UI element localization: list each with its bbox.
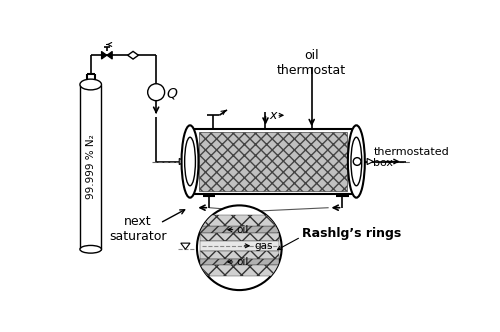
Bar (200, 233, 278, 241)
Bar (200, 241, 278, 251)
Bar (200, 132, 347, 191)
Text: oil
thermostat: oil thermostat (277, 49, 346, 77)
Bar (200, 226, 278, 233)
Ellipse shape (348, 125, 365, 198)
Ellipse shape (80, 245, 102, 253)
Bar (80, 85, 102, 249)
Text: oil: oil (236, 225, 248, 235)
Text: gas: gas (254, 241, 272, 251)
Text: Rashlg’s rings: Rashlg’s rings (302, 227, 402, 240)
Text: oil: oil (236, 257, 248, 267)
Text: next
saturator: next saturator (109, 215, 166, 243)
Polygon shape (179, 158, 186, 165)
Circle shape (197, 206, 281, 290)
Polygon shape (128, 51, 138, 59)
Bar (190, 129, 356, 194)
Polygon shape (102, 51, 107, 59)
Text: Q: Q (167, 87, 178, 101)
Bar (200, 215, 278, 226)
Ellipse shape (184, 137, 196, 186)
Ellipse shape (182, 125, 198, 198)
Text: 99.999 % N₂: 99.999 % N₂ (86, 134, 96, 199)
Bar (200, 259, 278, 266)
Circle shape (354, 158, 361, 165)
Polygon shape (107, 51, 112, 59)
Text: x: x (270, 109, 276, 122)
Ellipse shape (80, 79, 102, 90)
Text: thermostated
box: thermostated box (374, 147, 449, 168)
Circle shape (148, 84, 164, 101)
Bar (200, 266, 278, 276)
Ellipse shape (351, 137, 362, 186)
Bar (200, 251, 278, 259)
Polygon shape (367, 158, 374, 165)
Polygon shape (181, 243, 190, 249)
